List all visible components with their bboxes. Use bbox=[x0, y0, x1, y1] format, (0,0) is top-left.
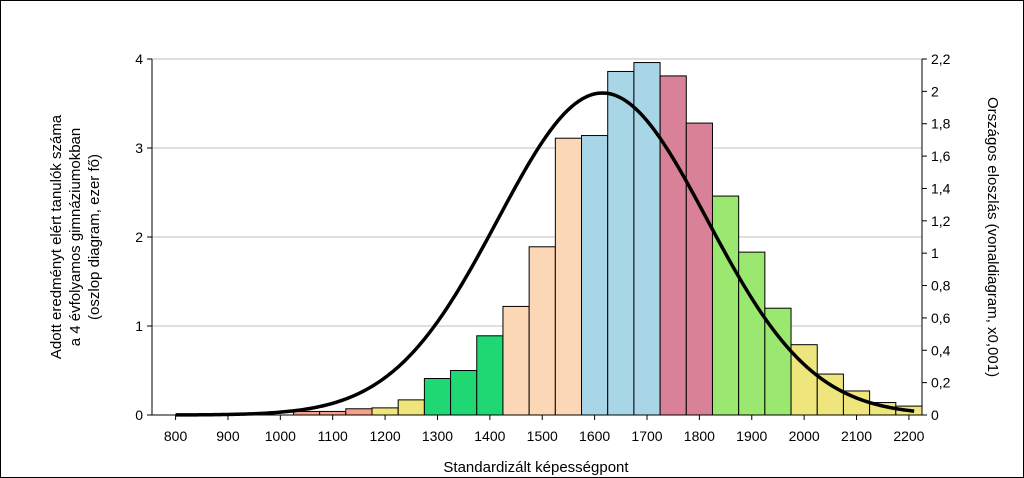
bar-1500 bbox=[528, 246, 556, 416]
y-left-tick-label-1: 1 bbox=[135, 318, 143, 334]
y-axis-left-title-line-1: Adott eredményt elért tanulók száma bbox=[48, 114, 65, 359]
bar-1150 bbox=[345, 408, 373, 416]
y-left-tick-label-0: 0 bbox=[135, 407, 143, 423]
x-tick-label-1800: 1800 bbox=[684, 428, 715, 444]
x-tick-label-800: 800 bbox=[164, 428, 188, 444]
y-left-tick-label-2: 2 bbox=[135, 229, 143, 245]
bar-1600 bbox=[581, 135, 609, 416]
bar-1300 bbox=[423, 378, 452, 416]
bar-1900 bbox=[738, 251, 766, 416]
bar-1650 bbox=[607, 70, 635, 416]
x-tick-label-1000: 1000 bbox=[265, 428, 296, 444]
y-axis-right-title: Országos eloszlás (vonaldiagram, x0,001) bbox=[984, 97, 1001, 377]
bar-1250 bbox=[397, 399, 425, 416]
y-left-tick-label-3: 3 bbox=[135, 140, 143, 156]
x-tick-label-1400: 1400 bbox=[474, 428, 505, 444]
x-tick-label-2000: 2000 bbox=[789, 428, 820, 444]
y-right-tick-label-8: 1,6 bbox=[931, 148, 951, 164]
x-tick-label-1500: 1500 bbox=[527, 428, 558, 444]
y-left-tick-label-4: 4 bbox=[135, 51, 143, 67]
bar-1700 bbox=[633, 62, 661, 416]
y-right-tick-label-7: 1,4 bbox=[931, 180, 951, 196]
bar-1200 bbox=[371, 407, 399, 416]
x-axis-title: Standardizált képességpont bbox=[443, 459, 629, 476]
y-right-tick-label-6: 1,2 bbox=[931, 213, 951, 229]
bar-1350 bbox=[450, 370, 478, 416]
bar-1400 bbox=[476, 335, 504, 416]
y-right-tick-label-1: 0,2 bbox=[931, 375, 951, 391]
x-tick-label-2100: 2100 bbox=[841, 428, 872, 444]
y-axis-left-title: Adott eredményt elért tanulók száma a 4 … bbox=[48, 114, 103, 359]
axes: 800 900 1000 1100 1200 1300 1400 1500 1600 1700 18… bbox=[135, 51, 950, 444]
histogram-bars bbox=[292, 62, 923, 416]
x-tick-label-1100: 1100 bbox=[318, 428, 348, 444]
bar-1550 bbox=[554, 137, 583, 416]
x-tick-label-1900: 1900 bbox=[736, 428, 767, 444]
y-right-tick-label-10: 2 bbox=[931, 83, 939, 99]
y-right-tick-label-2: 0,4 bbox=[931, 342, 951, 358]
y-right-tick-label-9: 1,8 bbox=[931, 116, 951, 132]
y-right-tick-label-5: 1 bbox=[931, 245, 939, 261]
y-axis-left-title-line-2: a 4 évfolyamos gimnáziumokban bbox=[67, 128, 84, 346]
bar-1750 bbox=[659, 75, 687, 416]
y-right-tick-label-3: 0,6 bbox=[931, 310, 951, 326]
bar-1850 bbox=[711, 195, 740, 416]
y-right-tick-label-11: 2,2 bbox=[931, 51, 951, 67]
y-right-tick-label-4: 0,8 bbox=[931, 278, 951, 294]
y-right-tick-label-0: 0 bbox=[931, 407, 939, 423]
x-tick-label-900: 900 bbox=[216, 428, 240, 444]
x-tick-label-2200: 2200 bbox=[893, 428, 924, 444]
x-tick-label-1200: 1200 bbox=[370, 428, 401, 444]
bar-1450 bbox=[502, 305, 530, 416]
bar-1800 bbox=[685, 122, 713, 416]
x-tick-label-1600: 1600 bbox=[579, 428, 610, 444]
bar-1100 bbox=[319, 410, 347, 416]
y-axis-right-title-text: Országos eloszlás (vonaldiagram, x0,001) bbox=[984, 97, 1001, 377]
y-axis-left-title-line-3: (oszlop diagram, ezer fő) bbox=[86, 154, 103, 320]
national-distribution-curve bbox=[175, 91, 915, 417]
x-tick-label-1700: 1700 bbox=[631, 428, 662, 444]
x-tick-label-1300: 1300 bbox=[422, 428, 453, 444]
